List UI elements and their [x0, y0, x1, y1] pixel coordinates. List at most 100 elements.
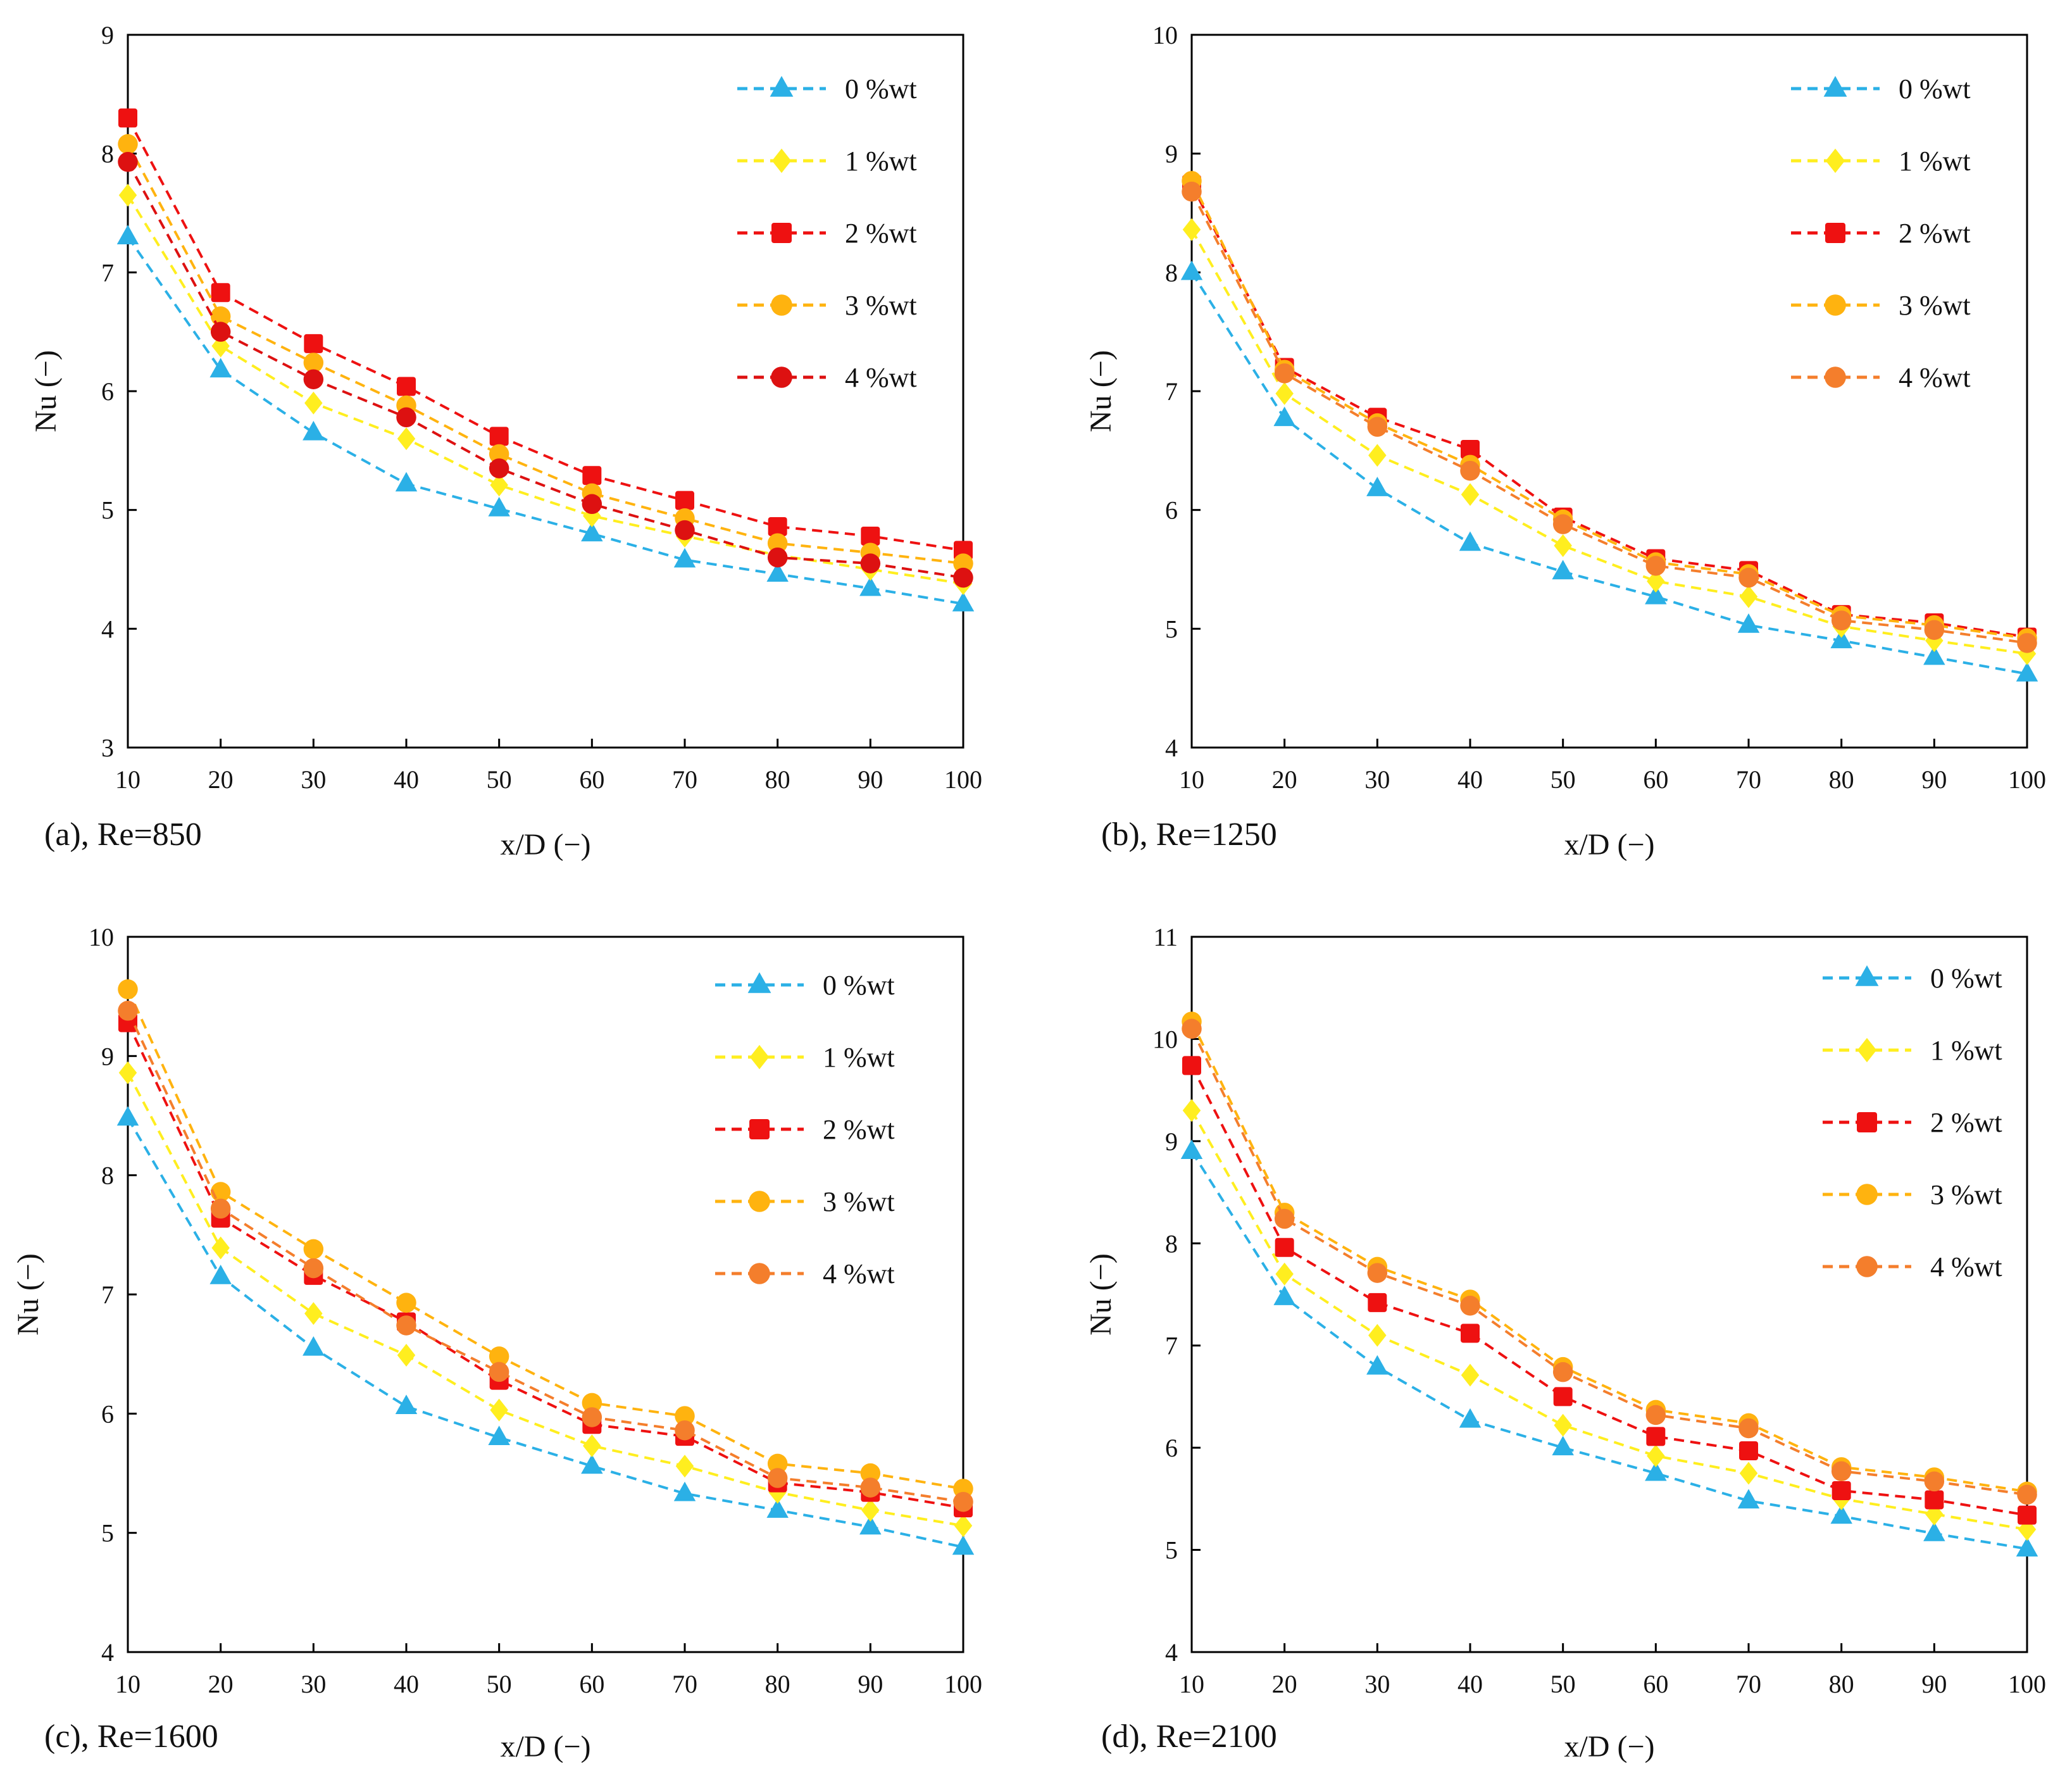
legend-label: 4 %wt [1899, 362, 1971, 393]
data-point [2017, 1484, 2037, 1505]
x-tick-label: 20 [1272, 765, 1297, 794]
x-tick-label: 90 [1921, 1670, 1947, 1698]
data-point [859, 576, 882, 596]
data-point [2016, 1537, 2038, 1556]
y-tick-label: 10 [1152, 21, 1178, 49]
x-tick-label: 60 [1643, 765, 1668, 794]
legend-marker [749, 1119, 770, 1139]
data-point [1737, 613, 1760, 633]
data-point [489, 444, 509, 465]
data-point [1645, 556, 1666, 576]
data-point [118, 134, 138, 154]
legend: 0 %wt 1 %wt 2 %wt 3 %wt 4 %wt [737, 73, 917, 393]
data-point [489, 1362, 509, 1382]
x-tick-label: 80 [765, 765, 790, 794]
panel-label: (b), Re=1250 [1101, 817, 1277, 853]
data-point [1368, 1293, 1387, 1312]
x-tick-label: 100 [2008, 1670, 2046, 1698]
data-point [303, 420, 325, 441]
data-point [1924, 1471, 1945, 1492]
data-point [2018, 1505, 2037, 1525]
data-point [953, 553, 973, 573]
y-tick-label: 9 [1165, 140, 1178, 168]
x-tick-label: 60 [1643, 1670, 1668, 1698]
legend-label: 1 %wt [845, 146, 917, 177]
data-point [1461, 1324, 1480, 1343]
panel-label: (c), Re=1600 [44, 1719, 218, 1755]
legend-marker [771, 148, 792, 173]
y-tick-label: 10 [89, 923, 114, 951]
data-point [396, 1315, 416, 1336]
y-tick-label: 5 [1165, 615, 1178, 643]
x-tick-label: 70 [672, 765, 697, 794]
data-point [1832, 1481, 1851, 1500]
series-0-wt [116, 1106, 975, 1555]
data-point [118, 1001, 138, 1021]
panel-label: (d), Re=2100 [1101, 1719, 1277, 1755]
data-point [582, 494, 602, 515]
x-tick-label: 10 [115, 765, 140, 794]
data-point [953, 567, 973, 588]
data-point [211, 283, 230, 303]
x-tick-label: 50 [1551, 765, 1576, 794]
x-tick-label: 70 [1736, 1670, 1761, 1698]
x-tick-label: 40 [394, 1670, 419, 1698]
data-point [1461, 439, 1480, 459]
y-tick-label: 6 [1165, 496, 1178, 525]
legend-label: 1 %wt [1930, 1035, 2002, 1066]
y-tick-label: 3 [101, 734, 114, 762]
y-axis-title: Nu (−) [29, 350, 63, 432]
series-line [1190, 1110, 2028, 1531]
legend-label: 3 %wt [823, 1186, 895, 1217]
x-tick-label: 50 [1551, 1670, 1576, 1698]
data-point [1554, 534, 1572, 557]
legend-marker [1856, 1256, 1878, 1277]
legend-label: 4 %wt [845, 362, 917, 393]
y-tick-label: 4 [1165, 1638, 1178, 1667]
data-point [396, 1293, 416, 1313]
y-tick-label: 9 [101, 21, 114, 49]
legend-label: 0 %wt [1899, 73, 1971, 104]
data-point [861, 1498, 880, 1522]
data-point [303, 369, 324, 389]
series-1-wt [118, 1061, 973, 1538]
series-line [127, 235, 964, 605]
legend-label: 0 %wt [823, 970, 895, 1001]
y-tick-label: 4 [1165, 734, 1178, 762]
data-point [1366, 477, 1389, 496]
data-point [118, 184, 137, 207]
y-tick-label: 8 [101, 1162, 114, 1190]
data-point [1646, 1427, 1666, 1446]
data-point [1274, 1208, 1295, 1229]
series-line [127, 117, 964, 552]
legend-marker [770, 76, 794, 97]
x-tick-label: 70 [1736, 765, 1761, 794]
data-point [583, 1434, 601, 1458]
legend: 0 %wt 1 %wt 2 %wt 3 %wt 4 %wt [1823, 963, 2002, 1282]
y-tick-label: 5 [101, 1519, 114, 1548]
legend-marker [1825, 294, 1846, 316]
data-point [1460, 460, 1480, 481]
x-tick-label: 50 [487, 765, 512, 794]
series-line [127, 1022, 964, 1510]
y-tick-label: 5 [1165, 1536, 1178, 1565]
data-point [1367, 416, 1388, 437]
plot-frame [1190, 936, 2028, 1653]
y-tick-label: 8 [1165, 1229, 1178, 1258]
series-line [1190, 184, 2028, 639]
data-point [488, 1425, 510, 1445]
data-point [116, 1106, 139, 1126]
series-line [1190, 272, 2028, 675]
x-tick-label: 90 [858, 765, 883, 794]
y-tick-label: 6 [101, 1400, 114, 1428]
panel-label: (a), Re=850 [44, 817, 202, 853]
y-tick-label: 9 [1165, 1127, 1178, 1156]
x-tick-label: 20 [208, 765, 234, 794]
series-4-wt [1182, 181, 2037, 653]
data-point [952, 592, 975, 611]
x-tick-label: 80 [1829, 765, 1854, 794]
series-line [127, 989, 964, 1490]
legend-marker [747, 972, 771, 993]
y-axis-title: Nu (−) [1084, 350, 1118, 432]
